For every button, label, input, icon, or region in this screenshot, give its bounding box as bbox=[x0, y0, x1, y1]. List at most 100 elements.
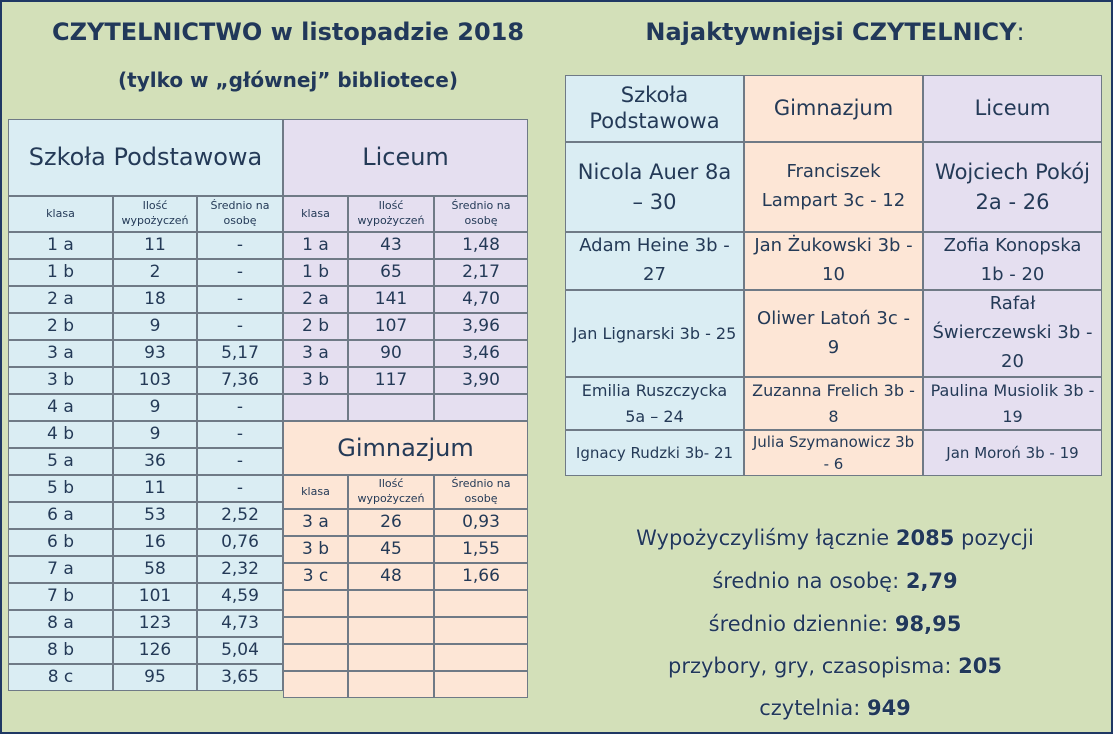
gimnazjum-readers-header: Gimnazjum bbox=[744, 75, 923, 142]
liceum-table-cell: 2 a bbox=[283, 286, 348, 313]
readers-title-colon: : bbox=[1016, 18, 1025, 46]
sp-table-cell: 2 b bbox=[8, 313, 113, 340]
gimnazjum-table-cell: 48 bbox=[348, 563, 434, 590]
reader-entry: Ignacy Rudzki 3b- 21 bbox=[565, 430, 744, 476]
sp-table-cell: 103 bbox=[113, 367, 197, 394]
liceum-table-cell: 1 b bbox=[283, 259, 348, 286]
summary-avg-person-value: 2,79 bbox=[905, 569, 958, 593]
liceum-empty-cell bbox=[348, 394, 434, 421]
reader-entry: Paulina Musiolik 3b - 19 bbox=[923, 377, 1102, 430]
summary-avg-person-label: średnio na osobę: bbox=[712, 569, 906, 593]
sp-table-cell: 11 bbox=[113, 232, 197, 259]
sp-table-cell: 3 b bbox=[8, 367, 113, 394]
gimnazjum-empty-cell bbox=[348, 671, 434, 698]
sp-table-cell: - bbox=[197, 259, 283, 286]
sp-table-cell: 0,76 bbox=[197, 529, 283, 556]
summary-supplies-label: przybory, gry, czasopisma: bbox=[668, 654, 959, 678]
liceum-empty-cell bbox=[283, 394, 348, 421]
summary-reading-room-value: 949 bbox=[866, 696, 911, 720]
sp-table-cell: 8 a bbox=[8, 610, 113, 637]
reader-entry: Jan Moroń 3b - 19 bbox=[923, 430, 1102, 476]
sp-table-cell: 5,17 bbox=[197, 340, 283, 367]
liceum-table-cell: 1 a bbox=[283, 232, 348, 259]
liceum-title: Liceum bbox=[283, 119, 528, 196]
liceum-empty-cell bbox=[434, 394, 528, 421]
sp-table-cell: 6 b bbox=[8, 529, 113, 556]
summary-avg-daily-value: 98,95 bbox=[894, 612, 962, 636]
liceum-readers-header: Liceum bbox=[923, 75, 1102, 142]
liceum-table-cell: 90 bbox=[348, 340, 434, 367]
gimnazjum-empty-cell bbox=[283, 671, 348, 698]
reader-entry: Jan Żukowski 3b - 10 bbox=[744, 232, 923, 290]
sp-table-cell: 7 b bbox=[8, 583, 113, 610]
readers-title: Najaktywniejsi CZYTELNICY: bbox=[565, 18, 1105, 46]
gimnazjum-empty-cell bbox=[434, 617, 528, 644]
summary-total-value: 2085 bbox=[895, 526, 955, 550]
sp-table-cell: 6 a bbox=[8, 502, 113, 529]
sp-table-cell: 5 b bbox=[8, 475, 113, 502]
liceum-table-cell: 4,70 bbox=[434, 286, 528, 313]
liceum-table-cell: 2 b bbox=[283, 313, 348, 340]
sp-table-cell: 5,04 bbox=[197, 637, 283, 664]
summary-reading-room: czytelnia: 949 bbox=[565, 696, 1105, 720]
summary-avg-daily: średnio dziennie: 98,95 bbox=[565, 612, 1105, 636]
gimnazjum-klasa-header: klasa bbox=[283, 475, 348, 509]
reader-entry: Rafał Świerczewski 3b - 20 bbox=[923, 290, 1102, 377]
sp-table-cell: 7,36 bbox=[197, 367, 283, 394]
readers-title-text: Najaktywniejsi CZYTELNICY bbox=[645, 18, 1017, 46]
liceum-table-cell: 3,90 bbox=[434, 367, 528, 394]
reader-entry: Oliwer Latoń 3c - 9 bbox=[744, 290, 923, 377]
gimnazjum-ilosc-header: Ilość wypożyczeń bbox=[348, 475, 434, 509]
sp-table-cell: 2,32 bbox=[197, 556, 283, 583]
summary-total-label: Wypożyczyliśmy łącznie bbox=[636, 526, 896, 550]
sp-srednio-header: Średnio na osobę bbox=[197, 196, 283, 232]
liceum-table-cell: 117 bbox=[348, 367, 434, 394]
liceum-srednio-header: Średnio na osobę bbox=[434, 196, 528, 232]
sp-table-cell: 2,52 bbox=[197, 502, 283, 529]
gimnazjum-empty-cell bbox=[283, 590, 348, 617]
sp-table-cell: 4,59 bbox=[197, 583, 283, 610]
sp-table-cell: 16 bbox=[113, 529, 197, 556]
liceum-table-cell: 3,96 bbox=[434, 313, 528, 340]
liceum-klasa-header: klasa bbox=[283, 196, 348, 232]
sp-table-cell: 2 bbox=[113, 259, 197, 286]
sp-table-cell: 58 bbox=[113, 556, 197, 583]
liceum-table-cell: 107 bbox=[348, 313, 434, 340]
gimnazjum-table-cell: 26 bbox=[348, 509, 434, 536]
gimnazjum-empty-cell bbox=[434, 644, 528, 671]
summary-total: Wypożyczyliśmy łącznie 2085 pozycji bbox=[565, 526, 1105, 550]
summary-avg-person: średnio na osobę: 2,79 bbox=[565, 569, 1105, 593]
sp-table-cell: 8 c bbox=[8, 664, 113, 691]
reader-entry: Zuzanna Frelich 3b - 8 bbox=[744, 377, 923, 430]
sp-table-cell: - bbox=[197, 475, 283, 502]
reader-entry: Julia Szymanowicz 3b - 6 bbox=[744, 430, 923, 476]
sp-klasa-header: klasa bbox=[8, 196, 113, 232]
sp-table-cell: 11 bbox=[113, 475, 197, 502]
sp-table-cell: - bbox=[197, 313, 283, 340]
reader-entry: Emilia Ruszczycka 5a – 24 bbox=[565, 377, 744, 430]
liceum-table-cell: 3 a bbox=[283, 340, 348, 367]
sp-table-cell: - bbox=[197, 448, 283, 475]
gimnazjum-empty-cell bbox=[434, 590, 528, 617]
reader-entry: Franciszek Lampart 3c - 12 bbox=[744, 142, 923, 232]
page-title: CZYTELNICTWO w listopadzie 2018 bbox=[51, 18, 525, 46]
gimnazjum-empty-cell bbox=[283, 644, 348, 671]
gimnazjum-table-cell: 3 a bbox=[283, 509, 348, 536]
gimnazjum-table-cell: 1,55 bbox=[434, 536, 528, 563]
sp-table-cell: 5 a bbox=[8, 448, 113, 475]
gimnazjum-table-cell: 3 b bbox=[283, 536, 348, 563]
sp-table-cell: - bbox=[197, 232, 283, 259]
sp-table-cell: - bbox=[197, 286, 283, 313]
sp-table-cell: 101 bbox=[113, 583, 197, 610]
summary-reading-room-label: czytelnia: bbox=[759, 696, 867, 720]
sp-table-cell: 123 bbox=[113, 610, 197, 637]
sp-table-cell: 9 bbox=[113, 313, 197, 340]
sp-table-cell: 1 b bbox=[8, 259, 113, 286]
summary-avg-daily-label: średnio dziennie: bbox=[708, 612, 895, 636]
gimnazjum-table-cell: 45 bbox=[348, 536, 434, 563]
gimnazjum-empty-cell bbox=[434, 671, 528, 698]
sp-table-cell: 36 bbox=[113, 448, 197, 475]
gimnazjum-table-cell: 0,93 bbox=[434, 509, 528, 536]
sp-readers-header: Szkoła Podstawowa bbox=[565, 75, 744, 142]
